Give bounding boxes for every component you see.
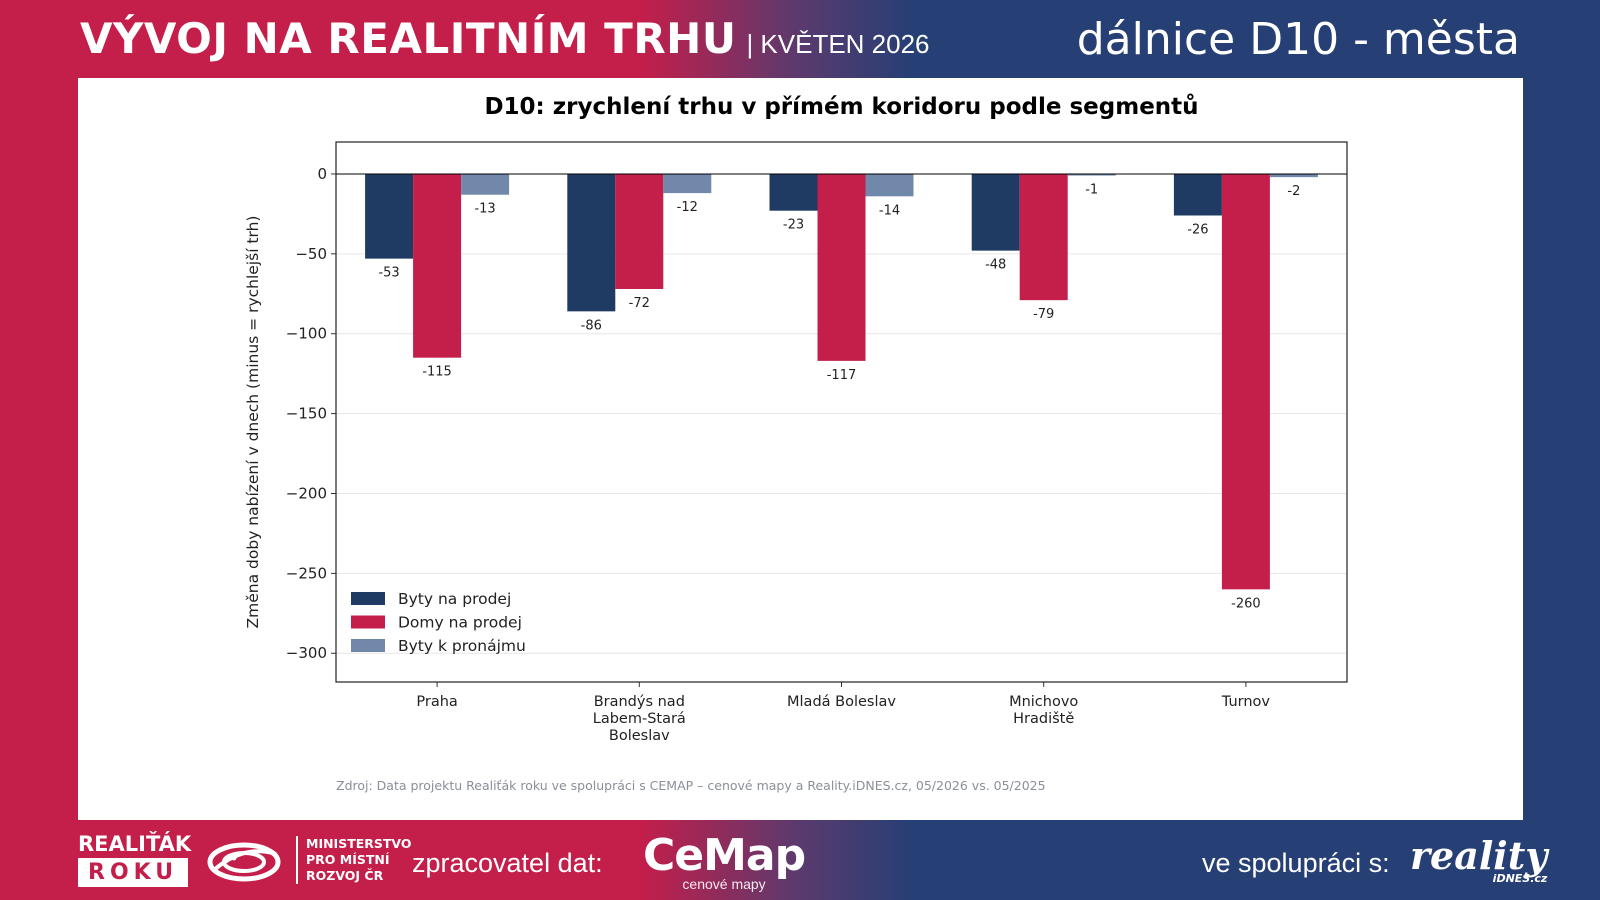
mmr-line1: MINISTERSTVO xyxy=(306,836,412,851)
reality-logo-domain: iDNES.cz xyxy=(1492,872,1548,885)
page-subtitle: | KVĚTEN 2026 xyxy=(746,29,930,59)
plot-frame xyxy=(335,141,1348,683)
bar-chart: D10: zrychlení trhu v přímém koridoru po… xyxy=(244,93,1348,793)
legend-label: Byty na prodej xyxy=(398,590,511,608)
bar xyxy=(461,173,510,195)
chart-panel: D10: zrychlení trhu v přímém koridoru po… xyxy=(78,78,1523,820)
x-tick-label: Hradiště xyxy=(1013,711,1074,727)
bar xyxy=(971,173,1020,251)
data-label: -2 xyxy=(1287,184,1300,199)
data-label: -1 xyxy=(1085,183,1098,198)
data-label: -86 xyxy=(581,318,602,333)
bar xyxy=(1019,173,1068,301)
mmr-line3: ROZVOJ ČR xyxy=(306,868,384,883)
spoluprace-label: ve spolupráci s: xyxy=(1202,848,1390,878)
x-tick-label: Mnichovo xyxy=(1009,694,1078,710)
footer: REALIŤÁK ROKU MINISTERSTVO PRO MÍSTNÍ RO… xyxy=(0,822,1600,900)
bar xyxy=(365,173,414,259)
data-label: -13 xyxy=(474,202,495,217)
y-tick-label: −300 xyxy=(286,644,327,662)
bar xyxy=(865,173,914,197)
data-label: -23 xyxy=(783,218,804,233)
bar xyxy=(1269,173,1318,178)
reality-idnes-logo: reality iDNES.cz xyxy=(1410,833,1548,886)
data-label: -72 xyxy=(629,296,650,311)
data-label: -117 xyxy=(827,368,857,383)
x-tick-label: Labem-Stará xyxy=(593,711,686,727)
header-title-block: VÝVOJ NA REALITNÍM TRHU | KVĚTEN 2026 xyxy=(80,14,930,63)
y-tick-label: −250 xyxy=(286,564,327,582)
bar xyxy=(1173,173,1222,216)
cemap-logo-name: CeMap xyxy=(643,830,806,881)
bar xyxy=(1067,173,1116,176)
legend-label: Domy na prodej xyxy=(398,614,522,632)
data-label: -115 xyxy=(422,365,452,380)
data-label: -12 xyxy=(677,200,698,215)
legend-label: Byty k pronájmu xyxy=(398,637,526,655)
cemap-logo-tagline: cenové mapy xyxy=(682,876,766,892)
bar xyxy=(769,173,818,211)
cemap-logo: CeMap cenové mapy xyxy=(643,830,806,893)
y-tick-label: 0 xyxy=(317,165,327,183)
bar xyxy=(817,173,866,361)
y-axis-label: Změna doby nabízení v dnech (minus = ryc… xyxy=(244,216,262,629)
bar xyxy=(413,173,462,358)
page-topic: dálnice D10 - města xyxy=(1076,14,1520,65)
y-tick-label: −100 xyxy=(286,325,327,343)
y-tick-label: −150 xyxy=(286,405,327,423)
x-tick-label: Mladá Boleslav xyxy=(787,694,896,710)
page-title: VÝVOJ NA REALITNÍM TRHU xyxy=(80,14,737,63)
zpracovatel-label: zpracovatel dat: xyxy=(412,848,603,878)
realitak-roku-logo: REALIŤÁK ROKU xyxy=(78,832,196,887)
x-tick-label: Boleslav xyxy=(609,728,670,744)
source-note: Zdroj: Data projektu Realiťák roku ve sp… xyxy=(336,778,1046,793)
legend-swatch xyxy=(351,639,385,652)
realitak-logo-line1: REALIŤÁK xyxy=(78,832,192,856)
data-label: -79 xyxy=(1033,307,1054,322)
chart-title: D10: zrychlení trhu v přímém koridoru po… xyxy=(484,93,1198,120)
mmr-emblem-icon xyxy=(207,842,281,882)
data-label: -48 xyxy=(985,258,1006,273)
data-label: -260 xyxy=(1231,596,1261,611)
reality-logo-name: reality xyxy=(1410,833,1548,878)
data-label: -14 xyxy=(879,203,900,218)
bar xyxy=(663,173,712,194)
legend-swatch xyxy=(351,615,385,629)
bar xyxy=(1221,173,1270,590)
y-tick-label: −50 xyxy=(295,245,327,263)
mmr-logo-text: MINISTERSTVO PRO MÍSTNÍ ROZVOJ ČR xyxy=(296,836,412,884)
x-tick-label: Turnov xyxy=(1221,694,1271,710)
mmr-line2: PRO MÍSTNÍ xyxy=(306,852,390,867)
legend-swatch xyxy=(351,592,385,605)
y-tick-label: −200 xyxy=(286,484,327,502)
data-label: -26 xyxy=(1187,222,1208,237)
bar xyxy=(615,173,664,289)
x-tick-label: Praha xyxy=(416,694,457,710)
realitak-logo-line2: ROKU xyxy=(78,858,189,887)
bar xyxy=(567,173,616,312)
x-tick-label: Brandýs nad xyxy=(594,694,685,710)
data-label: -53 xyxy=(378,266,399,281)
